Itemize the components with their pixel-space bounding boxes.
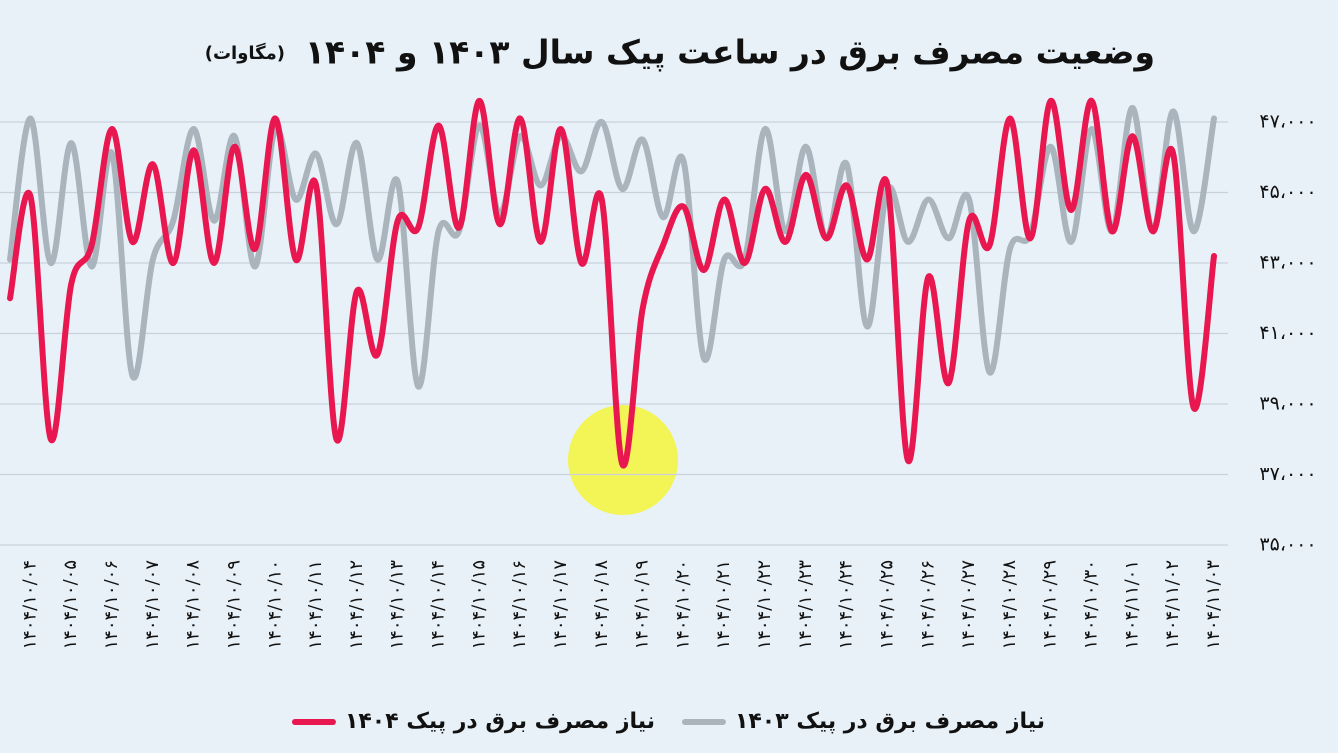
series-line [7,104,1217,390]
y-tick-label: ۴۱،۰۰۰ [1259,322,1316,344]
x-tick-label: ۱۴۰۴/۱۰/۲۱ [713,560,734,649]
x-tick-label: ۱۴۰۴/۱۰/۱۴ [428,560,449,649]
x-tick-label: ۱۴۰۴/۱۱/۰۳ [1203,560,1224,650]
x-tick-label: ۱۴۰۴/۱۱/۰۲ [1162,560,1183,649]
x-tick-label: ۱۴۰۴/۱۰/۲۴ [836,560,857,649]
x-tick-label: ۱۴۰۴/۱۰/۲۵ [876,560,897,649]
y-tick-label: ۳۷،۰۰۰ [1259,463,1316,485]
x-tick-label: ۱۴۰۴/۱۰/۲۳ [795,560,816,650]
x-tick-label: ۱۴۰۴/۱۰/۲۲ [754,560,775,649]
x-tick-label: ۱۴۰۴/۱۱/۰۱ [1121,560,1142,649]
y-tick-label: ۳۵،۰۰۰ [1259,534,1316,556]
x-tick-label: ۱۴۰۴/۱۰/۱۹ [632,560,653,649]
x-tick-label: ۱۴۰۴/۱۰/۰۹ [223,560,244,649]
legend-label: نیاز مصرف برق در پیک ۱۴۰۳ [735,709,1045,734]
x-tick-label: ۱۴۰۴/۱۰/۰۶ [101,560,122,649]
x-tick-label: ۱۴۰۴/۱۰/۰۴ [19,560,40,649]
y-tick-label: ۴۷،۰۰۰ [1259,111,1316,133]
x-tick-label: ۱۴۰۴/۱۰/۱۳ [387,560,408,650]
x-tick-label: ۱۴۰۴/۱۰/۱۲ [346,560,367,649]
x-tick-label: ۱۴۰۴/۱۰/۰۸ [183,560,204,650]
x-tick-label: ۱۴۰۴/۱۰/۰۵ [60,560,81,649]
x-tick-label: ۱۴۰۴/۱۰/۰۷ [142,560,163,650]
x-tick-label: ۱۴۰۴/۱۰/۲۰ [672,560,693,649]
x-tick-label: ۱۴۰۴/۱۰/۱۸ [591,560,612,650]
legend: نیاز مصرف برق در پیک ۱۴۰۴ نیاز مصرف برق د… [291,709,1045,734]
x-tick-label: ۱۴۰۴/۱۰/۱۵ [468,560,489,649]
x-tick-label: ۱۴۰۴/۱۰/۲۹ [1040,560,1061,649]
x-tick-label: ۱۴۰۴/۱۰/۱۶ [509,560,530,649]
x-tick-label: ۱۴۰۴/۱۰/۱۱ [305,560,326,649]
x-tick-label: ۱۴۰۴/۱۰/۱۷ [550,560,571,650]
y-tick-label: ۴۵،۰۰۰ [1259,181,1316,203]
chart-subtitle: (مگاوات) [205,42,285,64]
x-tick-label: ۱۴۰۴/۱۰/۲۷ [958,560,979,650]
y-tick-label: ۳۹،۰۰۰ [1259,393,1316,415]
y-tick-label: ۴۳،۰۰۰ [1259,252,1316,274]
plot-area: ۳۵،۰۰۰ ۳۷،۰۰۰ ۳۹،۰۰۰ ۴۱،۰۰۰ ۴۳،۰۰۰ ۴۵،۰۰۰ ۴۷،۰… [0,97,1317,650]
x-tick-label: ۱۴۰۴/۱۰/۲۸ [999,560,1020,650]
chart-title: وضعیت مصرف برق در ساعت پیک سال ۱۴۰۳ و ۱۴… [305,33,1155,73]
x-tick-label: ۱۴۰۴/۱۰/۱۰ [264,560,285,649]
x-tick-label: ۱۴۰۴/۱۰/۲۶ [917,560,938,649]
series-line [7,97,1217,469]
x-tick-label: ۱۴۰۴/۱۰/۳۰ [1081,560,1102,649]
legend-label: نیاز مصرف برق در پیک ۱۴۰۴ [345,709,655,734]
